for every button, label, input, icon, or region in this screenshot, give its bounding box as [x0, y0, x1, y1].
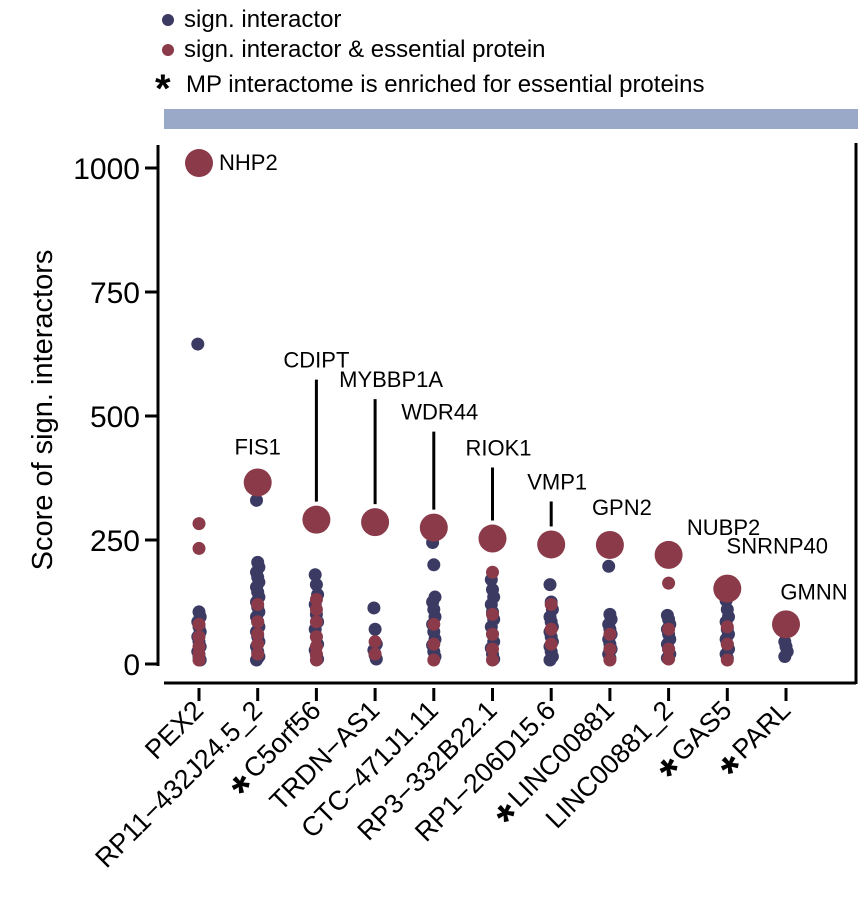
essential-point	[544, 597, 558, 611]
interactor-point	[191, 337, 205, 351]
essential-point	[309, 630, 323, 644]
top-hit-label: VMP1	[527, 469, 587, 494]
interactor-point	[543, 578, 557, 592]
essential-point	[544, 622, 558, 636]
essential-point	[192, 630, 206, 644]
top-hit-point	[243, 468, 272, 497]
top-hit-point	[595, 530, 624, 559]
interactor-point	[367, 601, 381, 615]
essential-point	[192, 653, 206, 667]
top-hit-point	[772, 610, 800, 639]
top-hit-point	[713, 574, 742, 603]
essential-point	[662, 652, 676, 666]
label-connectors	[314, 379, 553, 527]
interactor-point	[543, 653, 557, 667]
y-tick-label: 250	[90, 525, 140, 558]
top-hit-label: NUBP2	[687, 515, 760, 540]
essential-point	[603, 653, 617, 667]
top-hit-label: FIS1	[234, 434, 280, 459]
interactor-point	[308, 568, 322, 582]
legend-dot-essential	[162, 44, 174, 56]
top-hit-point	[478, 524, 507, 553]
y-tick-label: 0	[123, 649, 140, 682]
x-ticks: PEX2RP11−432J24.5_2C5orf56*TRDN−AS1CTC−4…	[89, 688, 797, 874]
essential-point	[544, 637, 558, 651]
essential-point	[368, 647, 382, 661]
interactor-point	[602, 559, 616, 573]
essential-point	[309, 653, 323, 667]
essential-point	[486, 642, 499, 656]
essential-point	[251, 637, 265, 651]
essential-point	[427, 653, 441, 667]
x-tick-text: PARL	[727, 695, 797, 765]
essential-points	[192, 517, 734, 667]
top-hit-point	[185, 149, 213, 178]
essential-point	[662, 642, 676, 656]
essential-point	[192, 617, 206, 631]
interactor-point	[368, 622, 382, 636]
essential-point	[486, 565, 499, 579]
top-hit-point	[654, 540, 683, 569]
essential-point	[368, 635, 382, 649]
essential-point	[192, 517, 206, 531]
essential-point	[251, 597, 265, 611]
top-hit-label: GPN2	[592, 495, 652, 520]
top-hit-label: RIOK1	[465, 436, 531, 461]
top-hit-label: SNRNP40	[727, 534, 828, 559]
essential-point	[720, 620, 734, 634]
top-hit-point	[361, 508, 390, 537]
top-hit-label: NHP2	[219, 150, 278, 175]
essential-point	[486, 653, 499, 667]
essential-point	[720, 637, 734, 651]
legend-dot-interactor	[162, 14, 174, 26]
legend-label-enriched: MP interactome is enriched for essential…	[186, 71, 704, 98]
top-hit-point	[302, 505, 331, 534]
essential-point	[427, 637, 441, 651]
x-tick-label: PARL	[727, 695, 797, 765]
essential-point	[662, 622, 676, 636]
legend-label-essential: sign. interactor & essential protein	[184, 36, 546, 63]
essential-point	[251, 615, 265, 629]
legend: sign. interactor sign. interactor & esse…	[155, 6, 704, 111]
legend-label-interactor: sign. interactor	[184, 6, 341, 33]
essential-point	[309, 593, 323, 607]
essential-point	[486, 627, 499, 641]
legend-star-icon: *	[155, 67, 171, 111]
essential-point	[603, 642, 617, 656]
essential-point	[427, 617, 441, 631]
y-ticks: 0 250 500 750 1000	[73, 153, 158, 682]
top-hit-label: GMNN	[780, 579, 847, 604]
top-band	[164, 109, 858, 129]
interactor-point	[250, 493, 263, 507]
y-tick-label: 500	[90, 401, 140, 434]
top-hit-label: CDIPT	[283, 348, 349, 373]
interactor-point	[309, 578, 323, 592]
essential-point	[251, 627, 265, 641]
top-hit-point	[419, 513, 448, 542]
top-hit-label: WDR44	[401, 400, 478, 425]
essential-point	[309, 602, 323, 616]
essential-point	[486, 607, 499, 621]
essential-point	[251, 647, 265, 661]
essential-point	[309, 615, 323, 629]
interactor-point	[778, 650, 792, 664]
interactor-point	[427, 558, 441, 572]
plot-frame	[156, 143, 858, 685]
y-tick-label: 750	[90, 277, 140, 310]
essential-point	[192, 541, 206, 555]
y-axis-label: Score of sign. interactors	[27, 250, 59, 571]
top-hit-point	[537, 530, 566, 559]
top-hit-label: MYBBP1A	[339, 367, 443, 392]
y-tick-label: 1000	[73, 153, 140, 186]
top-hit-points	[185, 149, 800, 639]
essential-point	[603, 627, 617, 641]
essential-point	[720, 653, 734, 667]
essential-point	[662, 576, 676, 590]
